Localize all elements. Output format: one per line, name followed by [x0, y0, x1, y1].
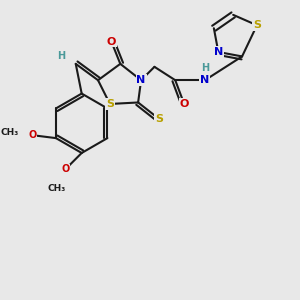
- Text: H: H: [57, 51, 65, 62]
- Text: N: N: [136, 75, 146, 85]
- Text: S: S: [253, 20, 261, 30]
- Text: S: S: [155, 114, 163, 124]
- Text: O: O: [28, 130, 36, 140]
- Text: O: O: [179, 99, 189, 109]
- Text: O: O: [107, 37, 116, 46]
- Text: N: N: [214, 47, 223, 57]
- Text: CH₃: CH₃: [47, 184, 66, 193]
- Text: H: H: [202, 63, 210, 73]
- Text: N: N: [200, 75, 210, 85]
- Text: S: S: [106, 99, 114, 109]
- Text: CH₃: CH₃: [1, 128, 19, 137]
- Text: O: O: [61, 164, 70, 174]
